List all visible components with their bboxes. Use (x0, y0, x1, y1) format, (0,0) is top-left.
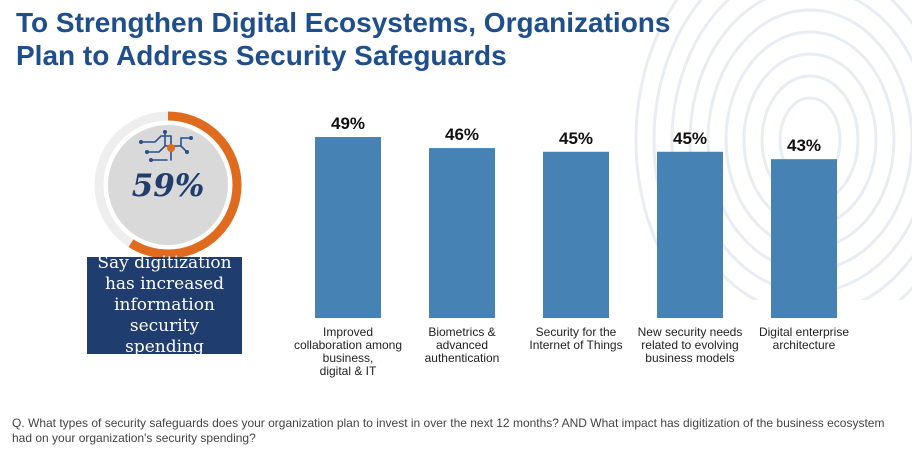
data-label-1: 49% (331, 114, 365, 133)
survey-question: Q. What types of security safeguards doe… (12, 416, 885, 445)
circuit-icon (139, 130, 193, 162)
donut-center (108, 125, 228, 245)
data-label-3: 45% (559, 129, 593, 148)
data-label-5: 43% (787, 136, 821, 155)
data-label-2: 46% (445, 125, 479, 144)
bar-4 (657, 151, 723, 318)
category-label-3: Security for the Internet of Things (529, 325, 622, 352)
highlight-percentage: 59% (131, 168, 205, 204)
bar-5 (771, 159, 837, 318)
bar-2 (429, 148, 495, 318)
bar-3 (543, 151, 609, 318)
category-label-5: Digital enterprise architecture (759, 325, 849, 352)
donut-progress-arc (94, 111, 242, 259)
donut-chart (94, 111, 242, 259)
category-label-1: Improved collaboration among business, digi… (294, 325, 402, 378)
highlight-callout: Say digitization has increased informati… (87, 253, 242, 357)
page-title: To Strengthen Digital Ecosystems, Organi… (16, 7, 671, 71)
bar-1 (315, 137, 381, 318)
category-label-2: Biometrics & advanced authentication (425, 325, 500, 365)
category-label-4: New security needs related to evolving bus… (638, 325, 743, 365)
bar-chart: 49% Improved collaboration among business, d… (294, 114, 849, 378)
data-label-4: 45% (673, 129, 707, 148)
